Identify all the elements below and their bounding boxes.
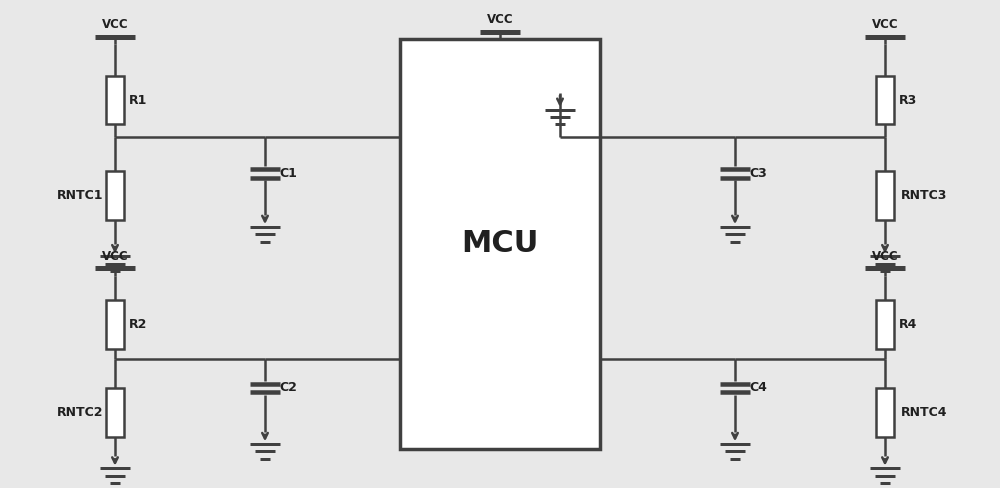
Text: R3: R3 xyxy=(899,94,917,106)
Bar xyxy=(106,300,124,349)
Bar xyxy=(106,388,124,437)
Text: R2: R2 xyxy=(129,318,147,331)
Text: C4: C4 xyxy=(749,382,767,394)
Text: MCU: MCU xyxy=(461,229,539,259)
Text: VCC: VCC xyxy=(872,18,898,31)
Bar xyxy=(876,171,894,220)
Text: RNTC3: RNTC3 xyxy=(901,189,947,202)
Text: C2: C2 xyxy=(279,382,297,394)
Bar xyxy=(876,76,894,124)
Text: VCC: VCC xyxy=(102,18,128,31)
Bar xyxy=(400,39,600,449)
Text: RNTC4: RNTC4 xyxy=(901,406,948,419)
Bar xyxy=(876,388,894,437)
Text: VCC: VCC xyxy=(487,13,513,26)
Text: R1: R1 xyxy=(129,94,147,106)
Text: R4: R4 xyxy=(899,318,917,331)
Bar xyxy=(876,300,894,349)
Bar xyxy=(106,171,124,220)
Text: RNTC1: RNTC1 xyxy=(57,189,103,202)
Text: VCC: VCC xyxy=(102,249,128,263)
Text: VCC: VCC xyxy=(872,249,898,263)
Bar xyxy=(106,76,124,124)
Text: RNTC2: RNTC2 xyxy=(57,406,103,419)
Text: C1: C1 xyxy=(279,167,297,180)
Text: C3: C3 xyxy=(749,167,767,180)
